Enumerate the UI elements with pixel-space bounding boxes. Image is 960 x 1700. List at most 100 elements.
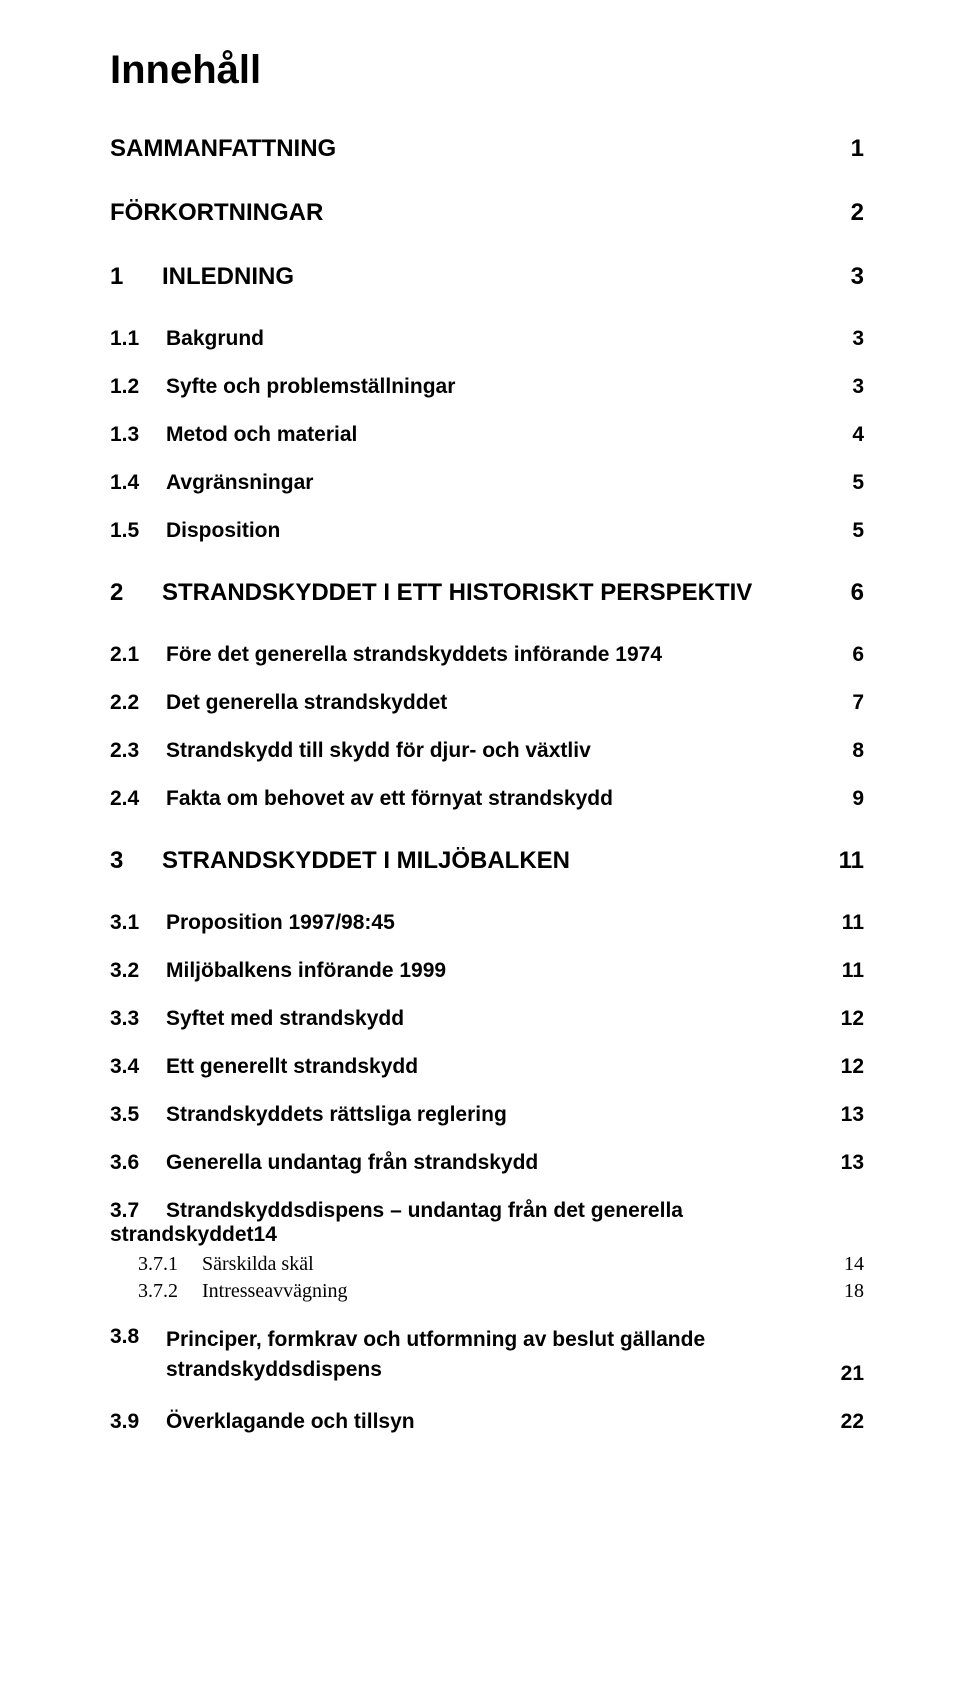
toc-page: 5 [836, 519, 864, 543]
toc-text: Det generella strandskyddet [166, 691, 447, 714]
toc-text: Överklagande och tillsyn [166, 1410, 415, 1433]
toc-page: 14 [254, 1223, 277, 1246]
toc-page: 13 [836, 1103, 864, 1127]
toc-num: 2 [110, 579, 162, 607]
toc-text: Strandskydd till skydd för djur- och väx… [166, 739, 591, 762]
toc-entry-1-5: 1.5Disposition 5 [110, 519, 864, 543]
page: Innehåll SAMMANFATTNING 1 FÖRKORTNINGAR … [0, 0, 960, 1700]
toc-entry-3-7-2: 3.7.2Intresseavvägning 18 [110, 1280, 864, 1303]
toc-entry-2-3: 2.3Strandskydd till skydd för djur- och … [110, 739, 864, 763]
toc-num: 1.1 [110, 327, 166, 351]
toc-entry-3-8: 3.8 Principer, formkrav och utformning a… [110, 1325, 864, 1386]
toc-num: 3.8 [110, 1325, 166, 1386]
toc-num: 3 [110, 847, 162, 875]
toc-text: INLEDNING [162, 263, 294, 290]
toc-text: Miljöbalkens införande 1999 [166, 959, 446, 982]
toc-page: 14 [836, 1253, 864, 1276]
toc-text: STRANDSKYDDET I MILJÖBALKEN [162, 847, 570, 874]
toc-page: 6 [836, 643, 864, 667]
toc-page: 11 [836, 959, 864, 983]
toc-num: 3.1 [110, 911, 166, 935]
toc-num: 2.4 [110, 787, 166, 811]
toc-text: Intresseavvägning [202, 1280, 348, 1302]
toc-num: 3.6 [110, 1151, 166, 1175]
toc-entry-3-7: 3.7Strandskyddsdispens – undantag från d… [110, 1199, 864, 1247]
toc-entry-3-4: 3.4Ett generellt strandskydd 12 [110, 1055, 864, 1079]
toc-num: 3.7.2 [138, 1280, 202, 1303]
toc-num: 3.5 [110, 1103, 166, 1127]
toc-text: Disposition [166, 519, 280, 542]
toc-num: 2.3 [110, 739, 166, 763]
toc-label: 3STRANDSKYDDET I MILJÖBALKEN [110, 847, 570, 875]
toc-entry-2-4: 2.4Fakta om behovet av ett förnyat stran… [110, 787, 864, 811]
toc-num: 3.9 [110, 1410, 166, 1434]
spacer [110, 1307, 864, 1325]
toc-entry-3-9: 3.9Överklagande och tillsyn 22 [110, 1410, 864, 1434]
toc-page: 7 [836, 691, 864, 715]
toc-num: 1 [110, 263, 162, 291]
toc-entry-3-7-1: 3.7.1Särskilda skäl 14 [110, 1253, 864, 1276]
toc-num: 3.2 [110, 959, 166, 983]
toc-text: Proposition 1997/98:45 [166, 911, 395, 934]
toc-num: 3.3 [110, 1007, 166, 1031]
toc-entry-strandskyddet-miljobalken: 3STRANDSKYDDET I MILJÖBALKEN 11 [110, 847, 864, 875]
toc-entry-2-2: 2.2Det generella strandskyddet 7 [110, 691, 864, 715]
toc-page: 12 [836, 1055, 864, 1079]
toc-label: FÖRKORTNINGAR [110, 199, 323, 227]
toc-num: 3.4 [110, 1055, 166, 1079]
toc-page: 8 [836, 739, 864, 763]
toc-page: 1 [836, 135, 864, 163]
toc-label: 1INLEDNING [110, 263, 294, 291]
toc-text: Fakta om behovet av ett förnyat strandsk… [166, 787, 613, 810]
toc-text: Generella undantag från strandskydd [166, 1151, 538, 1174]
toc-text: Principer, formkrav och utformning av be… [166, 1325, 774, 1386]
toc-entry-3-1: 3.1Proposition 1997/98:45 11 [110, 911, 864, 935]
toc-page: 11 [836, 847, 864, 875]
toc-entry-strandskyddet-historiskt: 2STRANDSKYDDET I ETT HISTORISKT PERSPEKT… [110, 579, 864, 607]
toc-page: 2 [836, 199, 864, 227]
toc-text: Bakgrund [166, 327, 264, 350]
toc-entry-sammanfattning: SAMMANFATTNING 1 [110, 135, 864, 163]
toc-page: 13 [836, 1151, 864, 1175]
toc-num: 2.2 [110, 691, 166, 715]
toc-label: SAMMANFATTNING [110, 135, 336, 163]
toc-page: 18 [836, 1280, 864, 1303]
toc-page: 3 [836, 263, 864, 291]
toc-entry-3-5: 3.5Strandskyddets rättsliga reglering 13 [110, 1103, 864, 1127]
toc-entry-2-1: 2.1Före det generella strandskyddets inf… [110, 643, 864, 667]
toc-text: Strandskyddets rättsliga reglering [166, 1103, 507, 1126]
toc-entry-inledning: 1INLEDNING 3 [110, 263, 864, 291]
toc-page: 22 [836, 1410, 864, 1434]
toc-entry-1-1: 1.1Bakgrund 3 [110, 327, 864, 351]
toc-entry-3-6: 3.6Generella undantag från strandskydd 1… [110, 1151, 864, 1175]
toc-text: Metod och material [166, 423, 357, 446]
toc-page: 6 [836, 579, 864, 607]
toc-text: Avgränsningar [166, 471, 313, 494]
toc-num: 1.4 [110, 471, 166, 495]
toc-entry-3-2: 3.2Miljöbalkens införande 1999 11 [110, 959, 864, 983]
toc-entry-forkortningar: FÖRKORTNINGAR 2 [110, 199, 864, 227]
toc-num: 1.5 [110, 519, 166, 543]
toc-page: 9 [836, 787, 864, 811]
toc-entry-3-3: 3.3Syftet med strandskydd 12 [110, 1007, 864, 1031]
toc-page: 21 [836, 1362, 864, 1386]
toc-page: 12 [836, 1007, 864, 1031]
toc-text: Syftet med strandskydd [166, 1007, 404, 1030]
toc-text: Ett generellt strandskydd [166, 1055, 418, 1078]
toc-text: Särskilda skäl [202, 1253, 314, 1275]
toc-entry-1-3: 1.3Metod och material 4 [110, 423, 864, 447]
toc-entry-1-2: 1.2Syfte och problemställningar 3 [110, 375, 864, 399]
toc-num: 3.7.1 [138, 1253, 202, 1276]
toc-page: 3 [836, 327, 864, 351]
doc-title: Innehåll [110, 48, 864, 93]
toc-num: 1.2 [110, 375, 166, 399]
toc-text: Före det generella strandskyddets införa… [166, 643, 662, 666]
toc-num: 2.1 [110, 643, 166, 667]
toc-text: STRANDSKYDDET I ETT HISTORISKT PERSPEKTI… [162, 579, 752, 606]
toc-page: 5 [836, 471, 864, 495]
toc-label: 2STRANDSKYDDET I ETT HISTORISKT PERSPEKT… [110, 579, 752, 607]
toc-text: Syfte och problemställningar [166, 375, 455, 398]
toc-text: Strandskyddsdispens – undantag från det … [110, 1199, 683, 1246]
toc-page: 11 [836, 911, 864, 935]
toc-num: 3.7 [110, 1199, 166, 1223]
